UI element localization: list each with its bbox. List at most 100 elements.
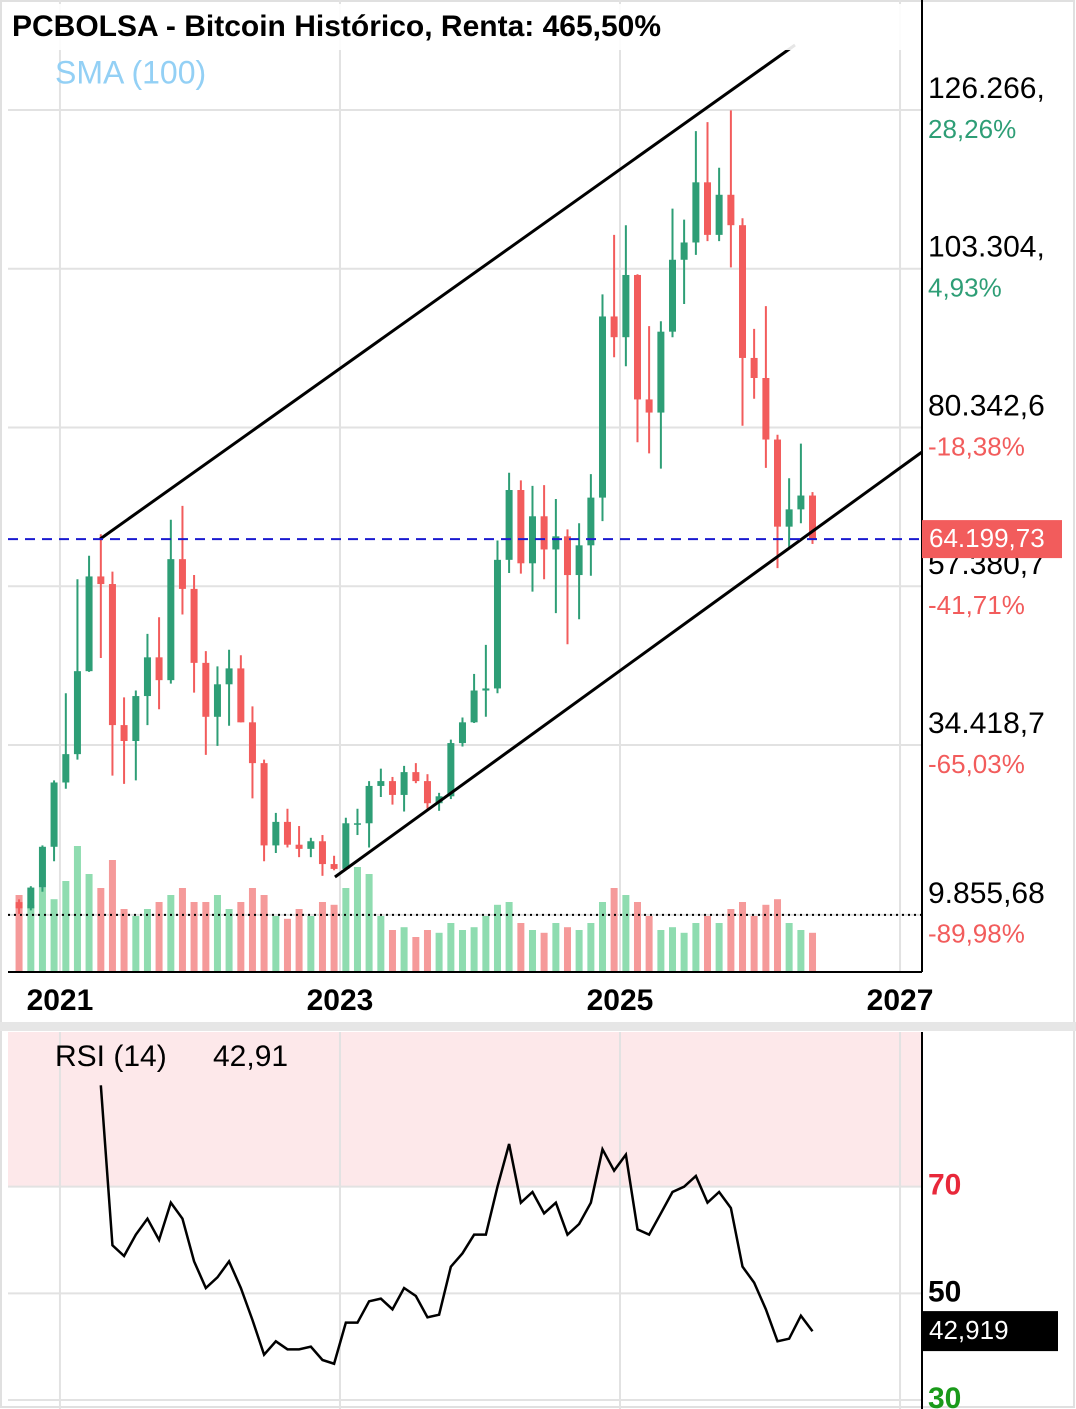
panel-separator [0, 1022, 1076, 1031]
title-bg [4, 4, 920, 50]
candle-body [283, 821, 291, 845]
y-tick-change: -41,71% [928, 590, 1025, 620]
indicator-label: SMA (100) [55, 54, 206, 90]
candle-body [482, 688, 490, 691]
candle-body [27, 887, 35, 909]
y-tick-label: 70 [928, 1169, 961, 1202]
candle-body [785, 509, 793, 527]
candle-body [143, 657, 151, 697]
indicator-value: 42,91 [213, 1040, 288, 1073]
volume-bar [237, 902, 245, 972]
volume-bar [528, 930, 536, 972]
volume-bar [774, 899, 782, 972]
candle-body [202, 662, 210, 717]
candle-body [132, 696, 140, 741]
rsi-line [99, 1085, 814, 1366]
volume-bar [353, 867, 361, 972]
volume-bar [178, 888, 186, 972]
volume-bar [213, 895, 221, 972]
candle-body [178, 559, 186, 589]
volume-bar [225, 909, 233, 972]
candle-body [85, 576, 93, 672]
volume-bar [318, 902, 326, 972]
candle-body [38, 846, 46, 888]
volume-bar [38, 888, 46, 972]
candle-body [120, 725, 128, 741]
volume-bar [563, 927, 571, 972]
candle-body [62, 754, 70, 783]
candle-body [237, 668, 245, 723]
indicator-title: RSI (14) [55, 1040, 167, 1073]
candle-body [447, 743, 455, 797]
volume-bar [657, 930, 665, 972]
volume-bar [610, 888, 618, 972]
volume-bar [132, 916, 140, 972]
volume-bar [342, 888, 350, 972]
volume-bar [692, 923, 700, 972]
last-value-label: 42,919 [929, 1315, 1009, 1345]
candle-body [377, 781, 385, 786]
candle-body [797, 495, 805, 510]
x-tick-label: 2027 [867, 984, 934, 1017]
y-tick-change: 28,26% [928, 114, 1016, 144]
candle-body [575, 545, 583, 576]
candle-body [622, 274, 630, 338]
candle-body [774, 439, 782, 527]
candle-body [645, 399, 653, 413]
candle-body [15, 902, 23, 909]
candle-body [633, 274, 641, 400]
candle-body [598, 316, 606, 498]
volume-bar [704, 916, 712, 972]
candle-body [610, 316, 618, 338]
candle-body [400, 772, 408, 795]
volume-bar [202, 902, 210, 972]
volume-bar [423, 930, 431, 972]
y-tick-label: 34.418,7 [928, 707, 1045, 740]
volume-bar [575, 930, 583, 972]
volume-bar [470, 927, 478, 972]
candle-body [668, 259, 676, 332]
y-tick-change: -65,03% [928, 749, 1025, 779]
candle-body [692, 182, 700, 243]
candle-body [423, 781, 431, 804]
volume-bar [552, 923, 560, 972]
y-tick-change: -18,38% [928, 431, 1025, 461]
volume-bar [715, 923, 723, 972]
x-tick-label: 2021 [27, 984, 94, 1017]
candle-body [680, 242, 688, 260]
x-tick-label: 2025 [587, 984, 654, 1017]
y-tick-label: 50 [928, 1275, 961, 1308]
volume-bar [505, 902, 513, 972]
candle-body [552, 536, 560, 550]
volume-bar [447, 923, 455, 972]
candle-body [750, 357, 758, 378]
candle-body [225, 668, 233, 685]
candle-body [540, 516, 548, 550]
candle-body [167, 559, 175, 681]
rsi-panel: 30 50 70 RSI (14) 42,91 42,919 [8, 1032, 1058, 1409]
candle-body [727, 194, 735, 226]
chart-title: PCBOLSA - Bitcoin Histórico, Renta: 465,… [12, 10, 661, 43]
candle-body [739, 225, 747, 358]
volume-bar [190, 902, 198, 972]
volume-bar [762, 904, 770, 972]
candle-body [505, 490, 513, 560]
y-tick-label: 80.342,6 [928, 389, 1045, 422]
volume-bar [622, 895, 630, 972]
candle-body [307, 841, 315, 849]
x-tick-label: 2023 [307, 984, 374, 1017]
candle-body [330, 864, 338, 869]
volume-bar [155, 902, 163, 972]
volume-bar [727, 909, 735, 972]
last-price-label: 64.199,73 [929, 523, 1045, 553]
volume-bar [645, 916, 653, 972]
volume-bar [517, 923, 525, 972]
volume-bar [587, 923, 595, 972]
volume-bar [15, 895, 23, 972]
candle-body [657, 331, 665, 413]
candle-body [318, 841, 326, 865]
candle-body [73, 671, 81, 755]
volume-bar [598, 902, 606, 972]
